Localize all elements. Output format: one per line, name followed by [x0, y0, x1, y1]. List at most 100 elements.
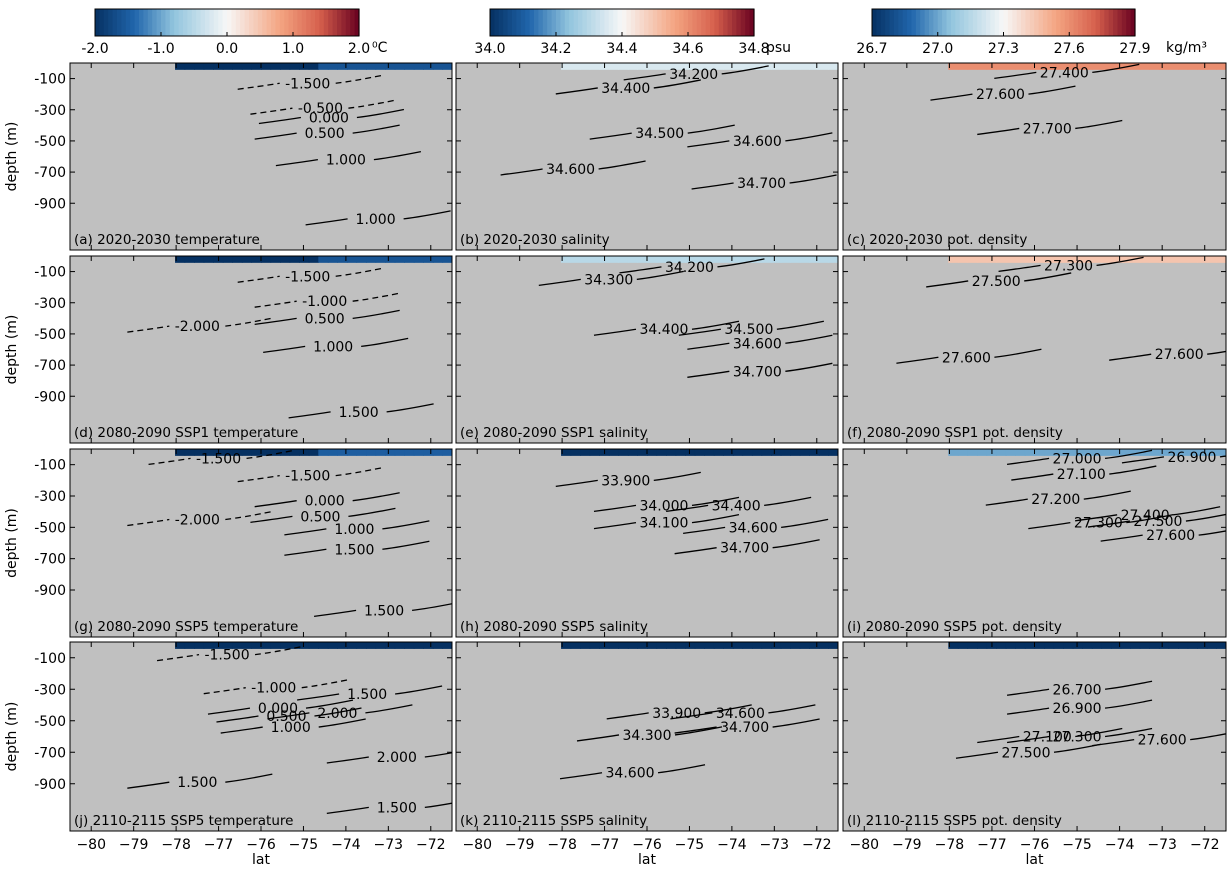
field-cell [1197, 63, 1208, 70]
field-cell [723, 256, 734, 263]
contour-line [691, 182, 734, 190]
colorbar-segment [1025, 9, 1031, 36]
contour-line [717, 258, 765, 268]
field-cell [1159, 19, 1169, 26]
colorbar-unit: psu [766, 40, 791, 56]
field-cell [222, 63, 233, 70]
field-cell [328, 51, 338, 58]
colorbar-segment [994, 9, 1000, 36]
field-cell [346, 63, 358, 70]
contour-line [589, 132, 632, 140]
field-cell [1149, 1, 1159, 8]
contour-line [352, 124, 400, 134]
colorbar-segment [556, 9, 561, 36]
field-cell [704, 256, 715, 263]
field-cell [590, 38, 600, 45]
colorbar-segment [657, 9, 663, 36]
field-cell [977, 38, 987, 45]
colorbar-segment [1117, 9, 1123, 36]
field-cell [1149, 38, 1159, 45]
colorbar-segment [174, 9, 180, 36]
field-cell [590, 0, 600, 1]
field-cell [1197, 7, 1207, 14]
field-cell [1149, 26, 1159, 33]
field-cell [1140, 32, 1150, 39]
field-cell [185, 38, 195, 45]
field-cell [175, 44, 185, 51]
colorbar-segment [161, 9, 166, 36]
colorbar-segment [560, 9, 566, 36]
field-cell [733, 0, 743, 1]
colorbar-segment [542, 9, 548, 36]
colorbar-segment [911, 9, 917, 36]
field-cell [337, 1, 347, 8]
field-cell [1197, 32, 1207, 39]
colorbar-tick-label: 27.9 [1119, 41, 1150, 57]
field-cell [1072, 63, 1083, 70]
field-cell [742, 63, 753, 70]
field-cell [800, 13, 810, 20]
colorbar-segment [143, 9, 149, 36]
field-cell [790, 256, 801, 263]
field-cell [366, 256, 377, 263]
contour-label: 34.700 [737, 176, 786, 192]
field-cell [800, 19, 810, 26]
field-cell [771, 256, 782, 263]
field-cell [666, 1, 676, 8]
field-cell [385, 13, 395, 20]
colorbar-segment [670, 9, 676, 36]
field-cell [442, 44, 452, 51]
field-cell [819, 38, 829, 45]
field-cell [385, 63, 396, 70]
field-cell [608, 63, 619, 70]
field-cell [175, 1, 185, 8]
field-cell [299, 63, 310, 70]
field-cell [1216, 51, 1226, 58]
field-cell [809, 19, 819, 26]
field-cell [647, 256, 658, 263]
field-cell [1178, 26, 1188, 33]
colorbar-segment [688, 9, 693, 36]
field-cell [819, 51, 829, 58]
contour-line [356, 108, 405, 119]
colorbar-segment [915, 9, 921, 36]
contour-line [687, 124, 735, 134]
field-cell [809, 1, 819, 8]
field-cell [589, 256, 600, 263]
panel-label: (c) 2020-2030 pot. density [847, 232, 1027, 248]
field-cell [790, 63, 801, 70]
field-cell [647, 38, 657, 45]
field-cell [800, 38, 810, 45]
field-cell [1178, 7, 1188, 14]
colorbar-segment [937, 9, 943, 36]
field-cell [442, 0, 452, 1]
contour-label: -1.500 [285, 76, 330, 92]
field-cell [280, 0, 290, 1]
colorbar-segment [354, 9, 360, 36]
colorbar-tick-label: 34.6 [672, 41, 703, 57]
field-cell [1178, 19, 1188, 26]
colorbar-segment [582, 9, 588, 36]
contour-label: 0.500 [305, 311, 345, 327]
field-cell [1082, 0, 1092, 1]
field-cell [327, 63, 338, 70]
field-cell [414, 19, 424, 26]
contour-label: -0.500 [298, 101, 343, 117]
field-cell [1188, 1, 1198, 8]
contour-line [348, 99, 396, 109]
field-cell [1169, 13, 1179, 20]
field-cell [781, 26, 791, 33]
field-cell [1063, 0, 1073, 1]
field-cell [261, 44, 271, 51]
field-cell [1015, 63, 1026, 70]
field-cell [818, 63, 830, 70]
field-cell [261, 1, 271, 8]
land-mask [70, 63, 452, 250]
colorbar-segment [1073, 9, 1079, 36]
field-cell [828, 7, 838, 14]
field-cell [657, 44, 667, 51]
field-cell [1187, 63, 1198, 70]
field-cell [1025, 0, 1035, 1]
